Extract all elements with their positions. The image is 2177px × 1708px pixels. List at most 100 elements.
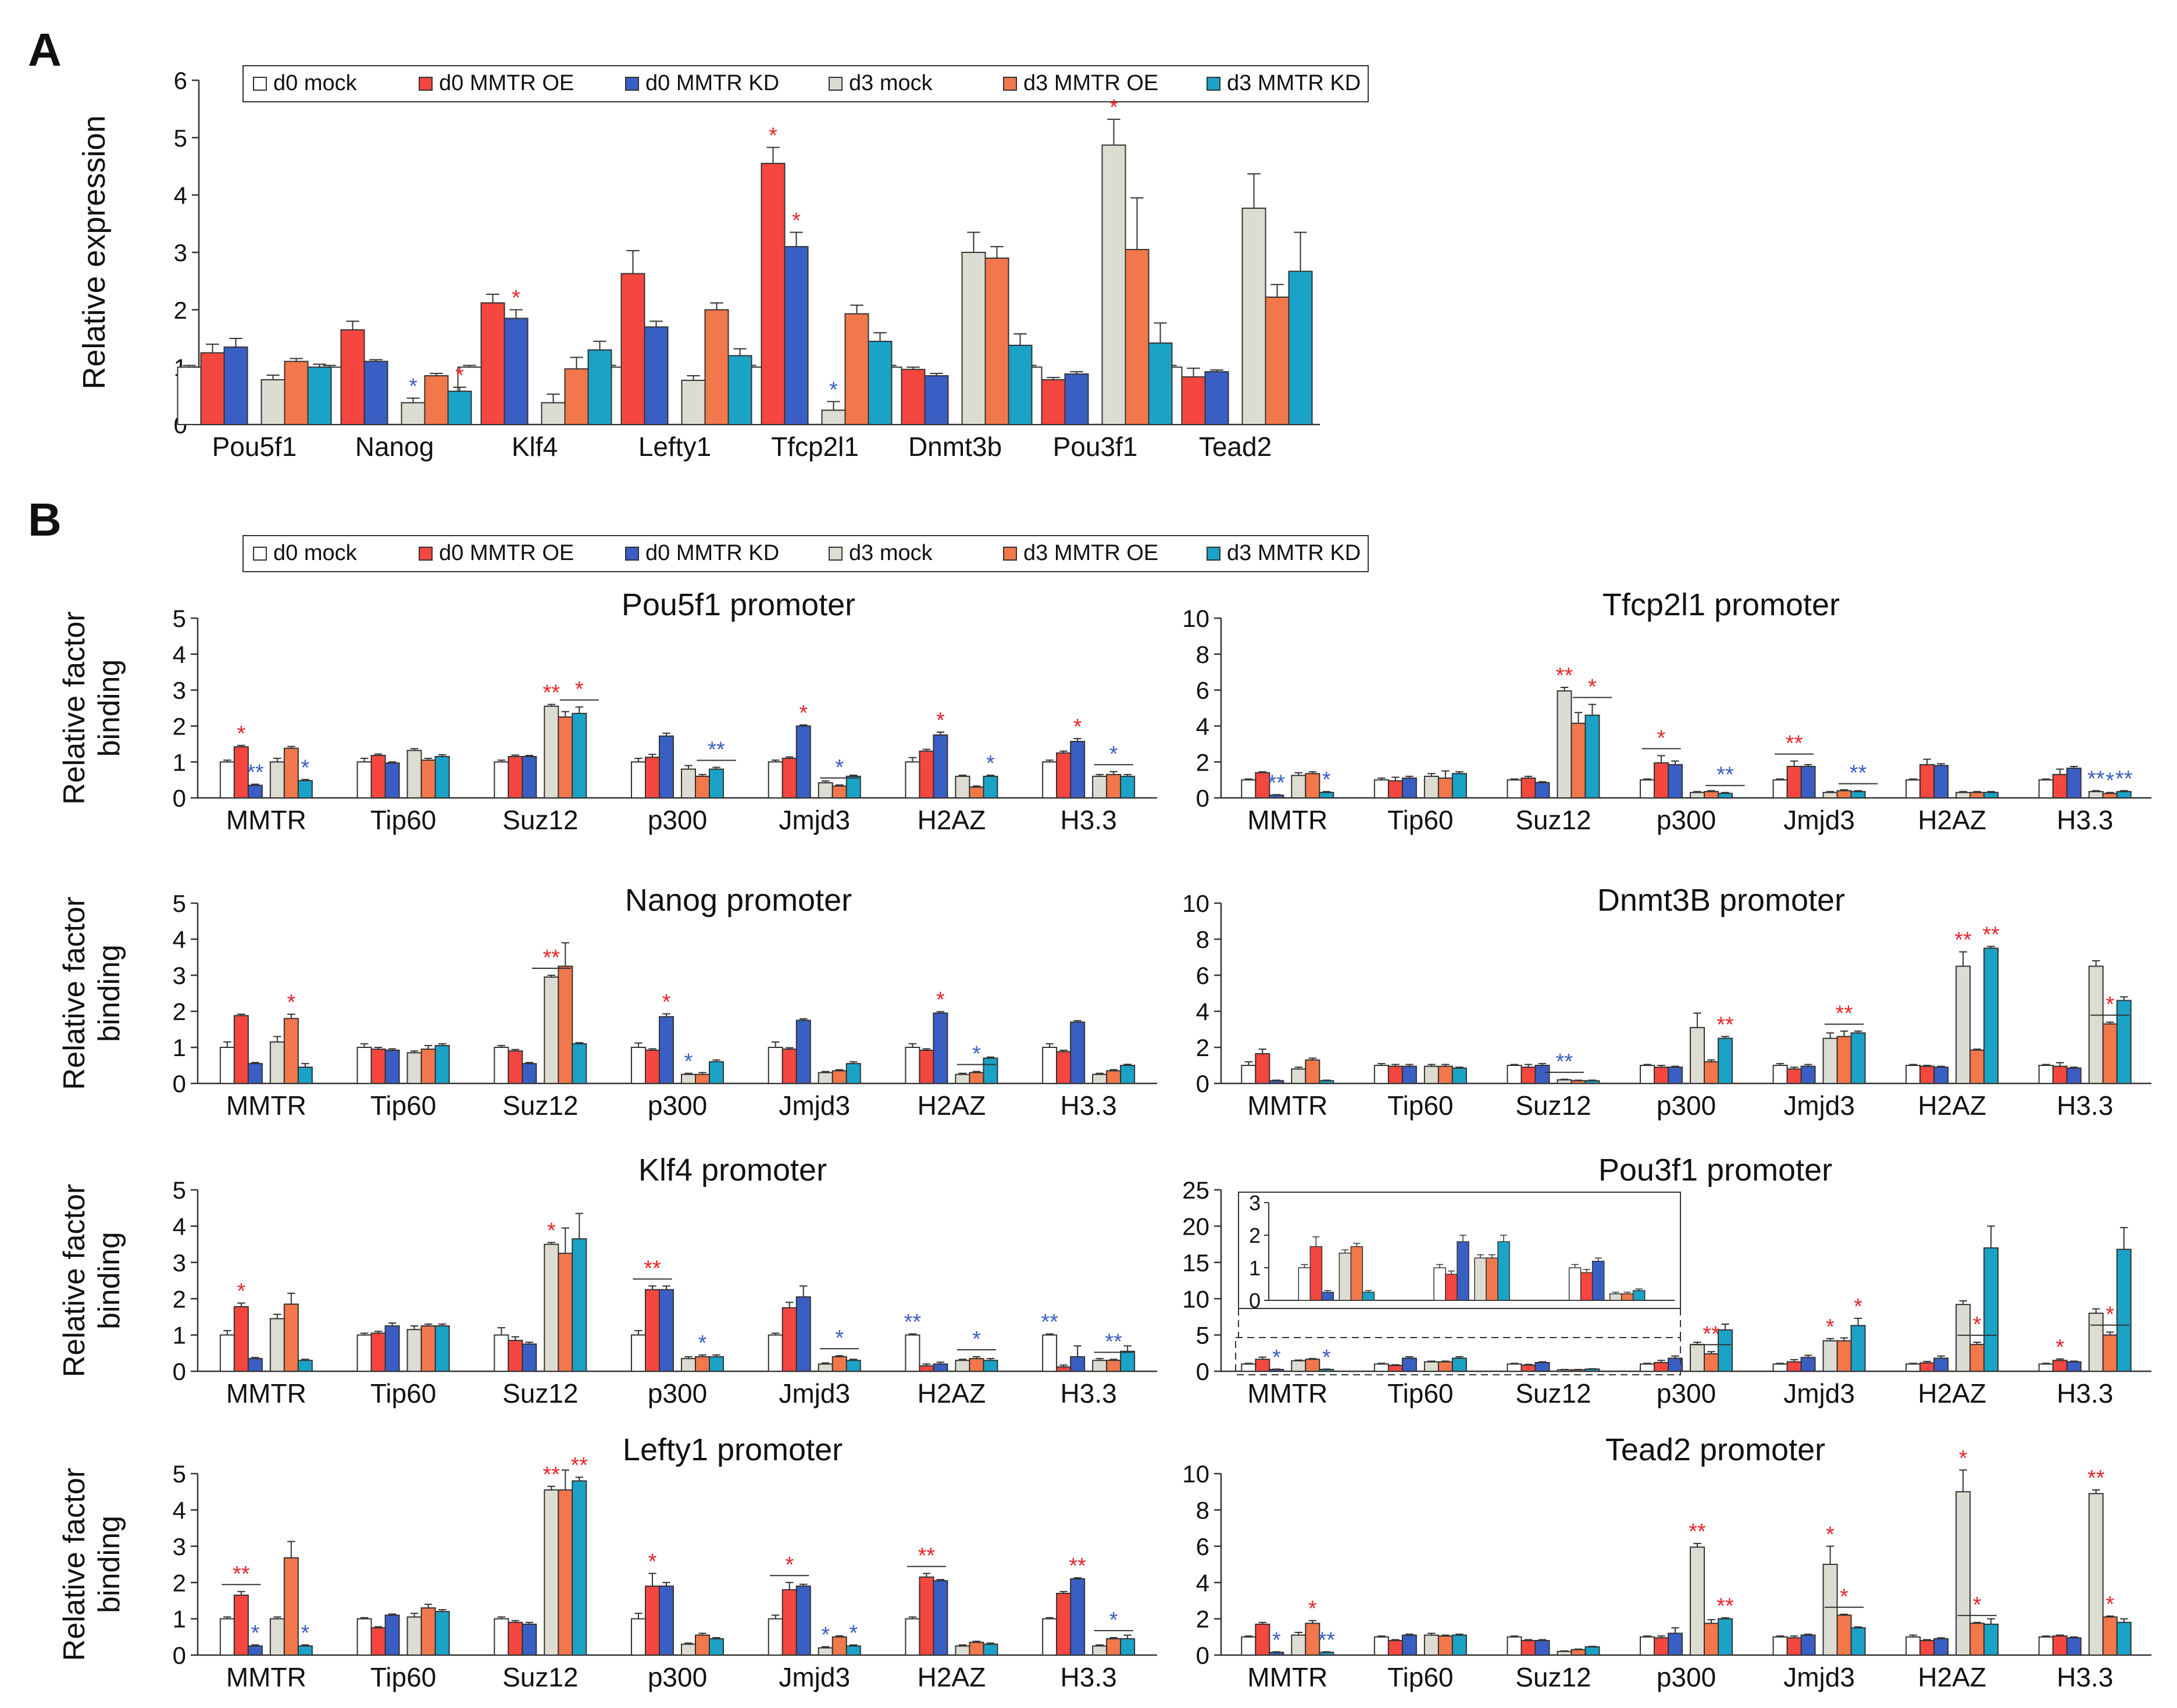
bar	[933, 1580, 948, 1656]
category-label: Jmjd3	[779, 805, 850, 835]
bar	[1704, 1061, 1719, 1085]
significance-marker: **	[1850, 761, 1867, 786]
bar	[709, 1638, 724, 1656]
bar	[905, 1047, 920, 1084]
significance-marker: **	[1318, 1628, 1335, 1652]
legend-label: d0 MMTR OE	[439, 541, 574, 565]
bar	[795, 1296, 811, 1372]
bar	[868, 340, 893, 426]
y-tick-label: 1	[173, 1034, 186, 1061]
category-label: Tfcp2l1	[771, 432, 859, 462]
bar	[1423, 775, 1439, 799]
category-label: MMTR	[226, 1662, 306, 1692]
bar	[269, 1318, 285, 1372]
category-label: p300	[1657, 805, 1716, 835]
bar	[845, 1360, 861, 1372]
bar	[356, 1334, 372, 1372]
bar	[370, 1049, 386, 1084]
bar	[384, 1614, 400, 1656]
y-tick-label: 8	[1196, 926, 1209, 953]
bar	[1654, 1637, 1669, 1656]
category-label: Suz12	[1515, 1662, 1591, 1692]
bar	[564, 368, 589, 425]
significance-marker: **	[1836, 1001, 1853, 1026]
y-tick-label: 0	[1196, 1642, 1209, 1669]
y-tick-label: 5	[173, 890, 186, 917]
bar	[247, 1358, 263, 1372]
y-tick-label: 5	[173, 605, 186, 632]
y-tick-label: 0	[173, 1070, 186, 1097]
bar	[659, 1016, 674, 1085]
bar	[284, 361, 309, 426]
bar	[2116, 791, 2132, 799]
bar	[645, 1585, 660, 1656]
significance-marker: *	[972, 1327, 981, 1352]
significance-marker: *	[1854, 1295, 1862, 1319]
category-label: MMTR	[226, 1378, 306, 1409]
legend-swatch	[829, 547, 843, 561]
significance-marker: **	[1786, 732, 1803, 756]
bar	[1064, 373, 1089, 426]
bar	[434, 1325, 450, 1372]
bar	[695, 1356, 710, 1372]
category-label: Jmjd3	[779, 1662, 850, 1692]
bar	[1983, 1623, 1999, 1656]
inset-bar	[1568, 1267, 1582, 1301]
category-label: H3.3	[1061, 1378, 1117, 1409]
y-tick-label: 3	[173, 677, 186, 704]
category-label: Tip60	[1387, 1378, 1453, 1409]
bar	[2088, 791, 2104, 799]
bar	[831, 785, 847, 798]
category-label: H2AZ	[918, 1378, 986, 1409]
category-label: Tip60	[370, 1378, 436, 1409]
significance-marker: **	[233, 1562, 250, 1586]
bar	[356, 1618, 372, 1656]
bar	[1718, 793, 1733, 799]
bar	[1772, 779, 1788, 798]
bar	[969, 1642, 984, 1656]
significance-marker: **	[904, 1310, 922, 1335]
category-label: H3.3	[2057, 805, 2113, 835]
bar	[1772, 1636, 1788, 1656]
bar	[631, 761, 646, 798]
bar	[1451, 1634, 1467, 1656]
significance-marker: *	[1959, 1446, 1968, 1471]
bar	[1291, 775, 1307, 798]
category-label: Suz12	[502, 1662, 578, 1692]
bar	[1092, 1645, 1108, 1656]
significance-marker: *	[575, 678, 584, 702]
bar	[695, 775, 710, 799]
category-label: Jmjd3	[1783, 805, 1855, 835]
bar	[1070, 1356, 1086, 1372]
significance-marker: *	[1109, 742, 1118, 766]
category-label: MMTR	[1247, 1090, 1327, 1121]
bar	[420, 1049, 436, 1084]
bar	[1534, 782, 1550, 798]
bar	[260, 379, 285, 425]
bar	[1507, 779, 1522, 798]
bar	[2116, 1000, 2132, 1085]
bar	[1120, 1065, 1136, 1084]
bar	[983, 1643, 998, 1656]
bar	[1955, 791, 1971, 798]
bar	[370, 1627, 386, 1656]
bar	[905, 1618, 920, 1656]
inset-bar	[1580, 1272, 1593, 1301]
bar	[645, 1049, 660, 1084]
bar	[1181, 376, 1206, 426]
y-tick-label: 5	[174, 124, 187, 152]
bar	[1401, 1065, 1417, 1085]
bar	[1772, 1065, 1788, 1084]
bar	[1800, 1357, 1816, 1372]
bar	[1850, 1627, 1866, 1656]
bar	[983, 775, 998, 799]
legend-swatch	[1003, 77, 1017, 91]
bar	[587, 349, 612, 425]
bar	[2088, 1313, 2104, 1372]
bar	[1571, 722, 1586, 799]
chart-title: Pou3f1 promoter	[1598, 1153, 1832, 1188]
bar	[1584, 1080, 1600, 1084]
significance-marker: *	[849, 1621, 858, 1646]
bar	[522, 1062, 537, 1085]
bar	[504, 318, 529, 426]
